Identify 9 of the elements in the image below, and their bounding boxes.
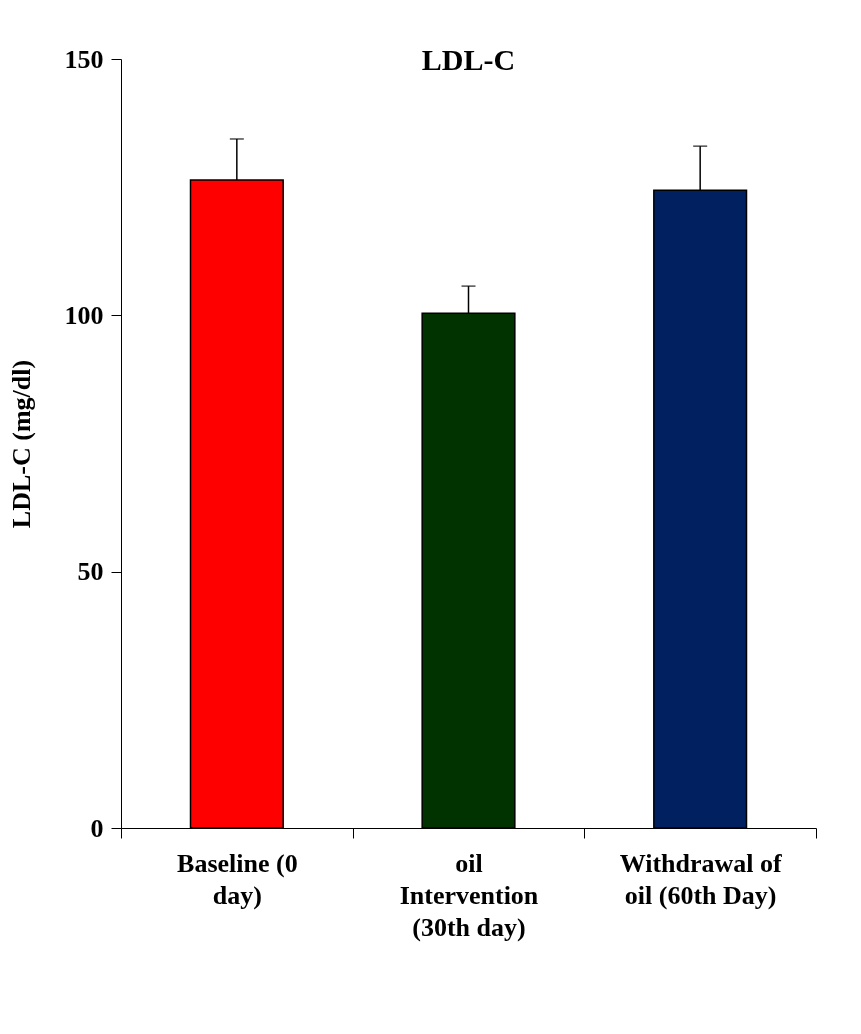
- y-tick-label: 0: [90, 813, 104, 843]
- y-tick-label: 150: [64, 44, 104, 74]
- x-tick-label: Withdrawal of oil (60th Day): [619, 848, 783, 910]
- y-axis-title: LDL-C (mg/dl): [6, 359, 36, 529]
- y-tick-label: 100: [64, 300, 104, 330]
- x-tick-label: Baseline (0 day): [177, 848, 298, 910]
- y-tick-label: 50: [77, 557, 104, 587]
- x-tick-label: oil Intervention (30th day): [399, 848, 539, 942]
- chart-title: LDL-C: [421, 43, 516, 76]
